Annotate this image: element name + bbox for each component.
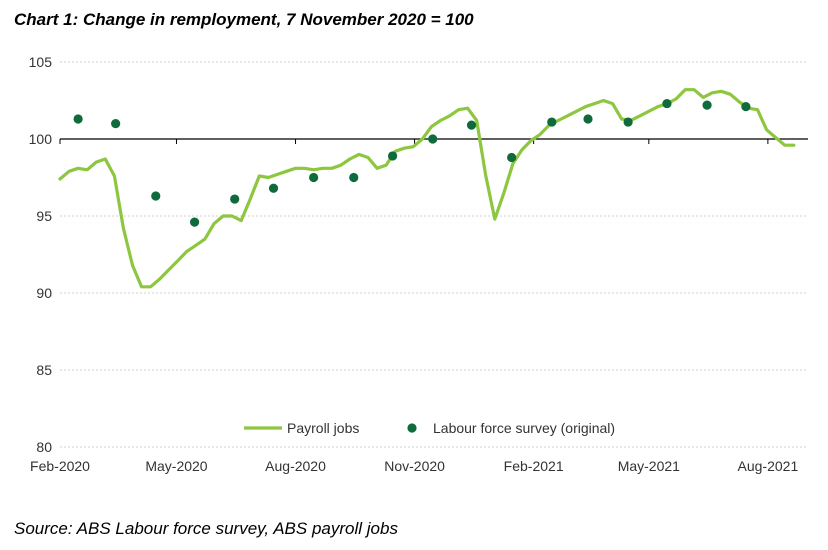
source-note: Source: ABS Labour force survey, ABS pay…: [14, 519, 398, 538]
lfs-data-point: [309, 172, 319, 183]
x-tick-label: May-2020: [145, 458, 207, 474]
x-tick-label: Aug-2020: [265, 458, 326, 474]
y-tick-label: 95: [36, 208, 52, 224]
lfs-data-point: [73, 114, 83, 124]
series-layer: [58, 88, 796, 289]
legend-label-payroll-jobs: Payroll jobs: [287, 420, 359, 436]
y-tick-label: 90: [36, 285, 52, 301]
lfs-data-point: [268, 183, 279, 193]
lfs-data-point: [702, 100, 712, 110]
lfs-data-point: [189, 217, 200, 227]
lfs-data-point: [151, 191, 161, 201]
line-chart: 80 85 90 95 100 105 Feb-2020 May-2020 Aug-2020 N…: [29, 54, 808, 474]
chart-title: Chart 1: Change in remployment, 7 Novemb…: [14, 10, 474, 29]
lfs-data-point: [662, 98, 672, 109]
x-axis-tick-labels: Feb-2020 May-2020 Aug-2020 Nov-2020 Feb-2021…: [30, 458, 798, 474]
x-tick-label: May-2021: [618, 458, 680, 474]
y-tick-label: 85: [36, 362, 52, 378]
x-tick-label: Aug-2021: [738, 458, 799, 474]
lfs-data-point: [583, 114, 593, 124]
lfs-data-point: [349, 172, 359, 183]
lfs-data-point: [230, 194, 240, 204]
y-tick-label: 105: [29, 54, 53, 70]
legend-label-labour-force-survey: Labour force survey (original): [433, 420, 615, 436]
lfs-data-point: [547, 117, 557, 127]
x-tick-label: Feb-2021: [504, 458, 564, 474]
legend-dot-swatch: [407, 423, 417, 433]
lfs-data-point: [507, 152, 517, 163]
grid-lines: [59, 61, 808, 448]
series-line-payroll-jobs: [58, 88, 796, 289]
chart-legend: Payroll jobs Labour force survey (origina…: [244, 420, 615, 436]
y-axis-tick-labels: 80 85 90 95 100 105: [29, 54, 53, 455]
lfs-data-point: [466, 120, 477, 130]
y-tick-label: 100: [29, 131, 53, 147]
x-tick-label: Nov-2020: [384, 458, 445, 474]
lfs-data-point: [387, 151, 398, 161]
y-tick-label: 80: [36, 439, 52, 455]
x-tick-label: Feb-2020: [30, 458, 90, 474]
lfs-data-point: [111, 119, 121, 129]
lfs-data-point: [428, 134, 438, 144]
lfs-data-point: [741, 102, 751, 112]
lfs-data-point: [623, 117, 633, 127]
